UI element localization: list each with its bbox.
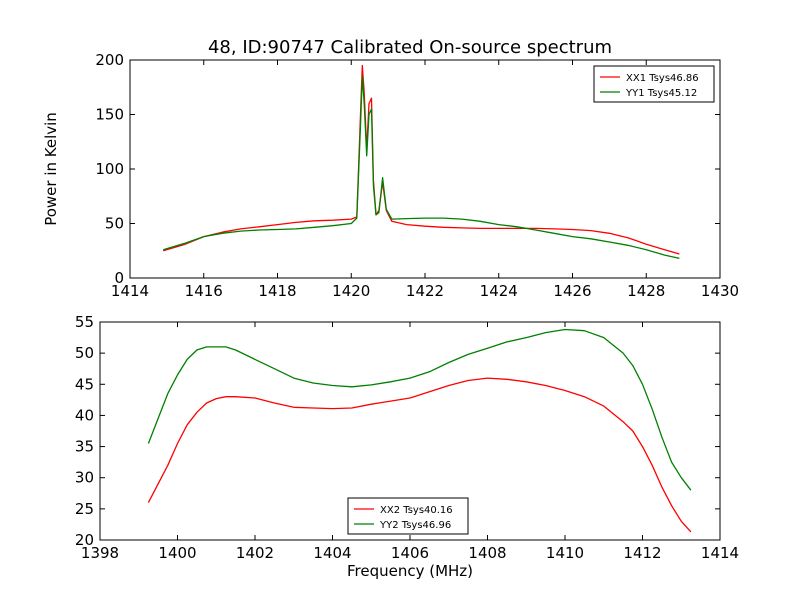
- series-line-1-1: [163, 64, 680, 255]
- x-tick-label: 1416: [185, 282, 223, 300]
- y-tick-label: 20: [75, 531, 94, 549]
- x-tick-label: 1424: [480, 282, 518, 300]
- legend-label: YY1 Tsys45.12: [625, 88, 697, 99]
- legend: XX2 Tsys40.16 YY2 Tsys46.96: [347, 497, 469, 535]
- series-line-2-1: [147, 377, 692, 533]
- x-tick-label: 1420: [332, 282, 370, 300]
- x-tick-label: 1398: [81, 544, 119, 562]
- x-tick-label: 1430: [701, 282, 739, 300]
- x-tick-label: 1418: [258, 282, 296, 300]
- chart-title: 48, ID:90747 Calibrated On-source spectr…: [208, 37, 612, 58]
- x-tick-label: 1414: [701, 544, 739, 562]
- x-axis-label: Frequency (MHz): [347, 562, 473, 580]
- x-tick-label: 1412: [623, 544, 661, 562]
- legend: XX1 Tsys46.86 YY1 Tsys45.12: [593, 65, 715, 103]
- y-tick-label: 45: [75, 375, 94, 393]
- y-tick-label: 30: [75, 469, 94, 487]
- x-tick-label: 1406: [391, 544, 429, 562]
- legend-box: [347, 497, 469, 535]
- y-tick-label: 40: [75, 406, 94, 424]
- x-tick-label: 1422: [406, 282, 444, 300]
- y-tick-label: 25: [75, 500, 94, 518]
- top-plot: 1414 1416 1418 1420 1422 1424 1426 1428 1430 0 50 1…: [95, 51, 739, 300]
- legend-box: [593, 65, 715, 103]
- y-tick-label: 35: [75, 438, 94, 456]
- y-tick-label: 100: [95, 160, 124, 178]
- y-tick-label: 50: [105, 215, 124, 233]
- y-tick-label: 55: [75, 313, 94, 331]
- x-tick-label: 1404: [313, 544, 351, 562]
- x-tick-label: 1408: [468, 544, 506, 562]
- y-tick-label: 150: [95, 106, 124, 124]
- x-tick-label: 1428: [627, 282, 665, 300]
- legend-label: XX1 Tsys46.86: [626, 73, 699, 84]
- bottom-plot: 1398 1400 1402 1404 1406 1408 1410 1412 1414 20 25…: [75, 313, 739, 562]
- series-line-1-2: [163, 75, 680, 260]
- x-tick-label: 1400: [158, 544, 196, 562]
- y-tick-label: 200: [95, 51, 124, 69]
- y-tick-label: 0: [114, 269, 124, 287]
- x-tick-label: 1426: [553, 282, 591, 300]
- series-line-2-2: [147, 328, 692, 491]
- x-tick-label: 1414: [111, 282, 149, 300]
- legend-label: YY2 Tsys46.96: [379, 520, 451, 531]
- y-axis-label: Power in Kelvin: [42, 112, 60, 226]
- x-tick-label: 1402: [236, 544, 274, 562]
- x-tick-label: 1410: [546, 544, 584, 562]
- legend-label: XX2 Tsys40.16: [380, 505, 453, 516]
- y-tick-label: 50: [75, 344, 94, 362]
